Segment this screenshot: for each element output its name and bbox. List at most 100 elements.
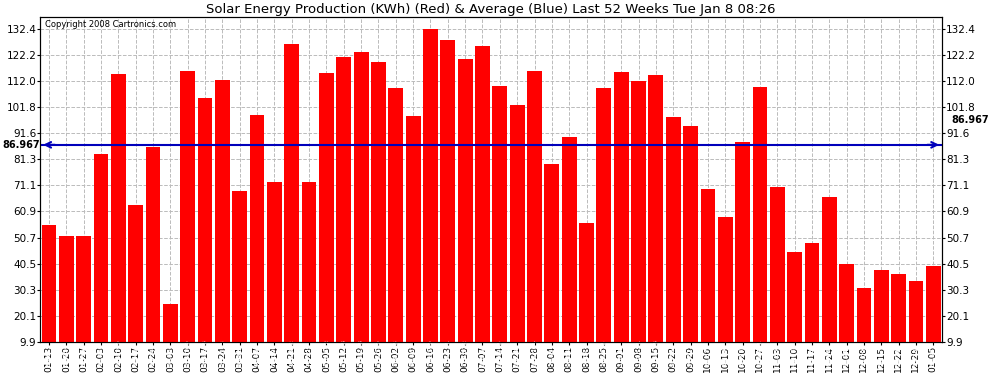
Bar: [561, 137, 576, 367]
Bar: [909, 281, 924, 367]
Text: 63.404: 63.404: [134, 343, 139, 366]
Bar: [770, 187, 785, 367]
Text: 109.258: 109.258: [393, 339, 398, 366]
Text: 86.967: 86.967: [951, 114, 989, 125]
Text: 132.399: 132.399: [428, 339, 433, 366]
Bar: [284, 44, 299, 367]
Bar: [59, 236, 74, 367]
Text: 24.863: 24.863: [168, 343, 173, 366]
Text: 66.667: 66.667: [827, 343, 832, 366]
Text: 45.084: 45.084: [792, 343, 797, 366]
Text: 70.636: 70.636: [775, 343, 780, 366]
Bar: [492, 86, 507, 367]
Bar: [337, 57, 351, 367]
Bar: [146, 147, 160, 367]
Bar: [129, 205, 144, 367]
Text: 121.168: 121.168: [342, 339, 346, 366]
Bar: [874, 270, 889, 367]
Text: 58.891: 58.891: [723, 343, 728, 366]
Bar: [579, 223, 594, 367]
Bar: [302, 182, 317, 367]
Text: 109.233: 109.233: [601, 339, 606, 366]
Text: 115.709: 115.709: [185, 339, 190, 366]
Bar: [42, 225, 56, 367]
Bar: [666, 117, 680, 367]
Text: 68.825: 68.825: [238, 343, 243, 366]
Text: 83.486: 83.486: [99, 343, 104, 366]
Bar: [388, 88, 403, 367]
Text: 123.148: 123.148: [358, 339, 363, 366]
Text: 105.286: 105.286: [203, 339, 208, 366]
Bar: [752, 87, 767, 367]
Bar: [510, 105, 525, 367]
Title: Solar Energy Production (KWh) (Red) & Average (Blue) Last 52 Weeks Tue Jan 8 08:: Solar Energy Production (KWh) (Red) & Av…: [206, 3, 776, 16]
Text: 31.009: 31.009: [861, 344, 866, 366]
Text: 125.5: 125.5: [480, 347, 485, 366]
Bar: [614, 72, 629, 367]
Text: 79.457: 79.457: [549, 343, 554, 366]
Text: 109.711: 109.711: [757, 339, 762, 366]
Bar: [648, 75, 663, 367]
Bar: [423, 29, 438, 367]
Bar: [180, 71, 195, 367]
Text: 72.399: 72.399: [272, 343, 277, 366]
Text: 51.254: 51.254: [64, 343, 69, 366]
Text: 86.245: 86.245: [150, 343, 155, 366]
Bar: [111, 74, 126, 367]
Bar: [94, 154, 109, 367]
Text: 39.38: 39.38: [931, 347, 936, 366]
Text: 112.131: 112.131: [636, 339, 642, 366]
Bar: [233, 191, 248, 367]
Text: 69.67: 69.67: [706, 347, 711, 366]
Text: 51.392: 51.392: [81, 343, 86, 366]
Text: 119.389: 119.389: [376, 339, 381, 366]
Bar: [475, 46, 490, 367]
Text: 40.212: 40.212: [844, 343, 849, 366]
Bar: [406, 116, 421, 367]
Bar: [840, 264, 854, 367]
Text: 37.97: 37.97: [879, 347, 884, 366]
Bar: [76, 236, 91, 367]
Text: Copyright 2008 Cartronics.com: Copyright 2008 Cartronics.com: [45, 20, 176, 29]
Bar: [319, 72, 334, 367]
Text: 97.738: 97.738: [670, 343, 676, 366]
Bar: [198, 98, 213, 367]
Bar: [926, 267, 940, 367]
Bar: [597, 88, 611, 367]
Text: 114.415: 114.415: [653, 339, 658, 366]
Text: 102.66: 102.66: [515, 343, 520, 366]
Bar: [736, 142, 749, 367]
Bar: [267, 182, 282, 367]
Bar: [632, 81, 645, 367]
Bar: [805, 243, 820, 367]
Bar: [544, 164, 559, 367]
Text: 98.486: 98.486: [254, 343, 259, 366]
Text: 112.193: 112.193: [220, 339, 225, 366]
Bar: [353, 53, 368, 367]
Text: 126.592: 126.592: [289, 339, 294, 366]
Bar: [701, 189, 715, 367]
Bar: [527, 71, 542, 367]
Text: 115.262: 115.262: [324, 339, 329, 366]
Bar: [822, 197, 837, 367]
Text: 36.297: 36.297: [896, 343, 901, 366]
Text: 55.613: 55.613: [47, 343, 51, 366]
Bar: [856, 288, 871, 367]
Bar: [371, 62, 386, 367]
Text: 120.522: 120.522: [462, 339, 467, 366]
Bar: [163, 303, 178, 367]
Text: 94.512: 94.512: [688, 343, 693, 366]
Text: 90.049: 90.049: [566, 344, 571, 366]
Text: 128.151: 128.151: [446, 339, 450, 366]
Bar: [787, 252, 802, 367]
Bar: [683, 126, 698, 367]
Text: 98.401: 98.401: [411, 343, 416, 366]
Text: 56.317: 56.317: [584, 343, 589, 366]
Bar: [249, 116, 264, 367]
Text: 33.787: 33.787: [914, 343, 919, 366]
Text: 87.93: 87.93: [741, 347, 745, 366]
Text: 115.704: 115.704: [532, 339, 537, 366]
Bar: [441, 39, 455, 367]
Text: 86.967: 86.967: [3, 140, 41, 150]
Text: 72.325: 72.325: [307, 343, 312, 366]
